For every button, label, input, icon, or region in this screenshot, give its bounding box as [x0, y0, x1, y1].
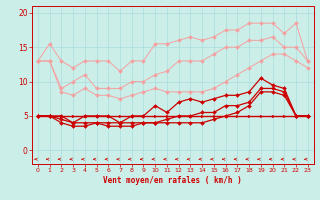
X-axis label: Vent moyen/en rafales ( km/h ): Vent moyen/en rafales ( km/h ) — [103, 176, 242, 185]
